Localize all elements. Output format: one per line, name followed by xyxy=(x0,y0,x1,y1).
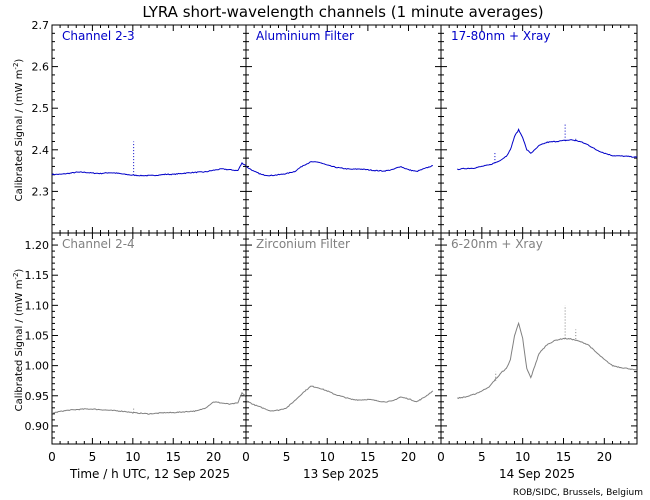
x-tick-label: 15 xyxy=(360,450,375,464)
panel-title: Aluminium Filter xyxy=(256,29,354,43)
y-axis-title-top: Calibrated Signal / (mW m-2) xyxy=(12,59,25,202)
x-tick-label: 0 xyxy=(242,450,250,464)
credit-text: ROB/SIDC, Brussels, Belgium xyxy=(513,488,643,498)
y-tick-label: 1.10 xyxy=(25,299,50,312)
y-tick-label: 1.20 xyxy=(25,239,50,252)
x-tick-label: 20 xyxy=(401,450,416,464)
y-tick-label: 2.3 xyxy=(32,185,50,198)
x-tick-label: 10 xyxy=(125,450,140,464)
panel-title: Channel 2-4 xyxy=(62,237,135,251)
day-label-3: 14 Sep 2025 xyxy=(499,467,575,481)
y-tick-label: 2.4 xyxy=(32,144,50,157)
y-tick-label: 0.90 xyxy=(25,420,50,433)
series-line xyxy=(457,321,638,400)
x-tick-label: 10 xyxy=(320,450,335,464)
panel-5: 6-20nm + Xray 0 5 10 15 20 xyxy=(437,232,638,464)
panel-title: 6-20nm + Xray xyxy=(451,237,543,251)
x-tick-label: 0 xyxy=(48,450,56,464)
y-tick-label: 2.7 xyxy=(32,19,50,32)
x-tick-label: 5 xyxy=(89,450,97,464)
x-tick-label: 20 xyxy=(597,450,612,464)
x-tick-label: 5 xyxy=(478,450,486,464)
panel-title: 17-80nm + Xray xyxy=(451,29,550,43)
x-tick-label: 10 xyxy=(515,450,530,464)
y-tick-label: 1.05 xyxy=(25,329,50,342)
series-line xyxy=(51,391,247,415)
figure-title: LYRA short-wavelength channels (1 minute… xyxy=(142,3,543,21)
panel-title: Zirconium Filter xyxy=(256,237,350,251)
y-axis-title-bottom: Calibrated Signal / (mW m-2) xyxy=(12,269,25,412)
y-tick-label: 2.6 xyxy=(32,61,50,74)
day-label-2: 13 Sep 2025 xyxy=(303,467,379,481)
series-line xyxy=(245,161,433,177)
x-tick-label: 15 xyxy=(166,450,181,464)
x-tick-label: 20 xyxy=(206,450,221,464)
panel-title: Channel 2-3 xyxy=(62,29,135,43)
series-line xyxy=(245,385,434,412)
day-label-1: Time / h UTC, 12 Sep 2025 xyxy=(69,467,230,481)
series-line xyxy=(51,161,247,177)
panel-3: Channel 2-4 0.90 0.95 1.00 1.05 1.10 1.15 1.20 0… xyxy=(25,232,247,464)
y-tick-label: 1.00 xyxy=(25,360,50,373)
y-tick-label: 2.5 xyxy=(32,102,50,115)
panel-0: Channel 2-3 2.3 2.4 2.5 2.6 2.7 xyxy=(32,19,247,234)
x-tick-label: 15 xyxy=(556,450,571,464)
y-tick-label: 1.15 xyxy=(25,269,50,282)
y-tick-label: 0.95 xyxy=(25,390,50,403)
series-line xyxy=(457,128,638,171)
x-tick-label: 5 xyxy=(283,450,291,464)
x-tick-label: 0 xyxy=(437,450,445,464)
